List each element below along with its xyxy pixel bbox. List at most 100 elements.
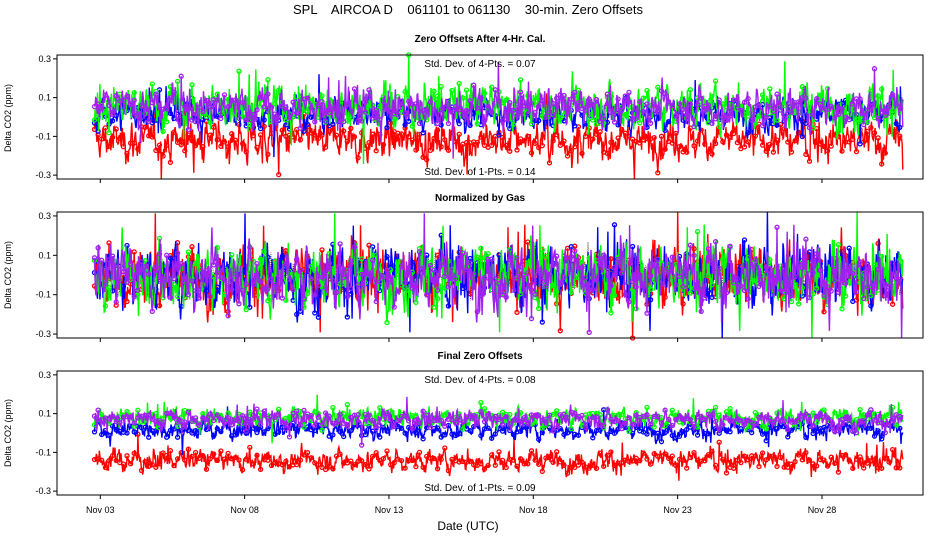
data-point [785,426,791,433]
data-point [622,291,628,298]
data-point [333,104,340,110]
y-tick-label: -0.3 [35,486,51,496]
data-point [369,131,376,137]
data-point [438,262,444,268]
x-tick-label: Nov 13 [375,505,404,515]
data-point [189,418,195,424]
data-point [510,457,517,463]
data-point [525,133,531,139]
y-axis: 0.3 0.1 -0.1 -0.3 [35,211,57,339]
data-point [413,147,419,153]
data-point [604,150,610,157]
data-point [308,114,314,120]
data-point [380,455,387,462]
data-point [171,426,177,432]
data-point [225,144,231,150]
data-point [160,295,166,301]
data-point [243,306,249,313]
data-point [471,265,477,271]
data-point [478,245,484,251]
data-point [561,462,567,469]
data-point [499,292,506,298]
data-point [420,408,426,414]
data-point [315,135,322,141]
data-point [272,281,278,288]
data-point [868,407,874,413]
data-point [687,101,693,107]
data-point [279,253,285,259]
data-point [221,420,228,426]
data-point [669,453,675,459]
data-point [510,287,517,293]
data-point [380,424,387,431]
data-point [868,106,874,112]
data-point [492,462,498,468]
data-point [586,96,592,102]
data-point [301,407,307,414]
data-point [496,416,502,423]
x-tick-label: Nov 03 [86,505,115,515]
data-point [315,282,322,288]
data-point [485,462,491,469]
data-point [239,287,246,293]
data-point [192,142,199,149]
series-purple [91,396,904,448]
data-point [633,115,639,121]
data-point [507,100,513,106]
data-point [543,114,549,121]
data-point [525,420,531,426]
data-point [781,115,787,121]
data-point [705,288,712,294]
data-point [510,107,517,113]
data-point [731,418,737,424]
data-point [460,426,466,432]
data-point [846,245,852,251]
series-line [93,396,904,446]
y-tick-label: -0.3 [35,170,51,180]
data-point [814,463,820,469]
data-point [633,284,639,290]
data-point [319,274,325,280]
data-point [243,428,249,434]
data-point [192,260,199,266]
data-point [218,428,224,435]
data-point [290,99,296,105]
data-point [286,276,293,282]
data-point [109,111,116,117]
data-point [91,120,98,126]
data-point [225,313,231,319]
data-point [882,112,888,119]
data-point [351,253,358,259]
data-point [647,421,654,428]
data-point [109,423,116,429]
data-point [597,129,603,135]
data-point [615,256,621,263]
data-point [384,428,390,434]
data-point [871,262,878,268]
series-line [93,54,904,165]
data-point [456,107,462,113]
data-point [261,117,267,123]
data-point [492,87,498,93]
data-point [705,272,712,279]
data-point [113,126,119,132]
panel-title: Final Zero Offsets [437,351,522,362]
data-point [767,141,773,148]
data-point [460,250,466,256]
data-point [427,424,434,431]
data-point [200,109,206,115]
x-axis-label: Date (UTC) [437,519,498,533]
panel-normalized-by-gas: Normalized by Gas Delta CO2 (ppm) 0.3 0.1… [3,193,924,342]
data-point [218,448,224,454]
data-point [276,171,282,178]
data-point [875,240,881,247]
data-point [655,109,661,115]
data-point [232,97,239,103]
data-point [619,270,625,276]
data-point [712,404,719,411]
data-point [431,88,437,94]
data-point [850,298,856,305]
data-point [297,308,304,314]
data-point [351,462,358,468]
data-point [694,284,701,291]
